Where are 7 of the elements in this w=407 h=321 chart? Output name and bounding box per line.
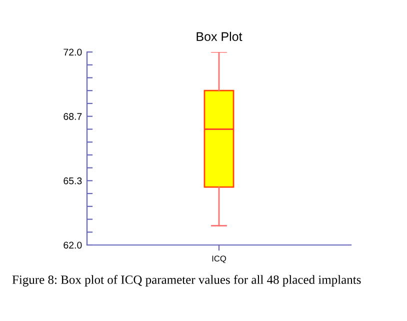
y-tick-label: 68.7	[64, 113, 82, 120]
caption: Figure 8: Box plot of ICQ parameter values for all 48 placed implants	[12, 275, 361, 286]
chart-title: Box Plot	[196, 32, 242, 42]
x-tick-label: ICQ	[212, 256, 226, 264]
y-tick-label: 65.3	[64, 177, 82, 184]
y-tick-label: 62.0	[64, 242, 82, 249]
y-tick-label: 72.0	[64, 48, 82, 56]
